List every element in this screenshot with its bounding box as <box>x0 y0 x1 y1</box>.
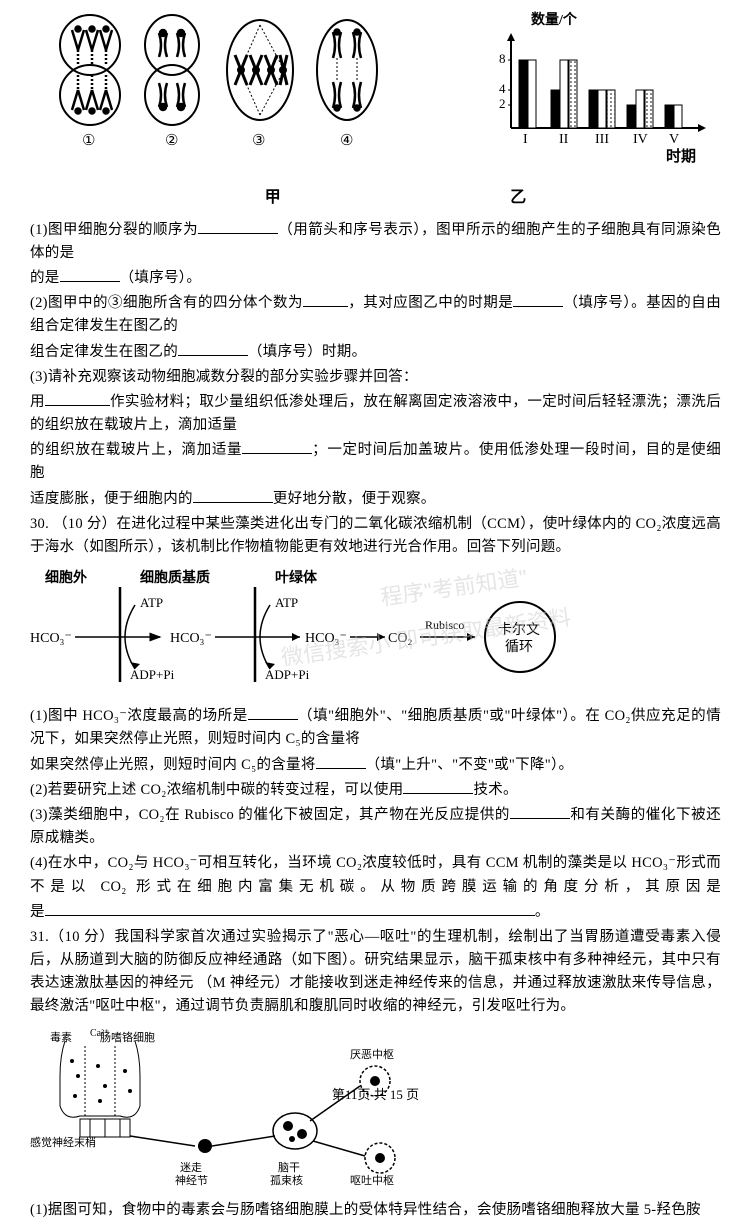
q1-2a: (2)图甲中的③细胞所含有的四分体个数为 <box>30 295 303 311</box>
q30-intro: 30. （10 分）在进化过程中某些藻类进化出专门的二氧化碳浓缩机制（CCM），… <box>30 513 721 559</box>
svg-text:脑干: 脑干 <box>278 1161 300 1174</box>
svg-text:V: V <box>669 132 679 147</box>
svg-text:III: III <box>595 132 609 147</box>
svg-text:Ca²⁺: Ca²⁺ <box>90 1028 109 1039</box>
svg-text:神经节: 神经节 <box>175 1173 208 1186</box>
svg-text:循环: 循环 <box>505 639 533 655</box>
svg-text:ATP: ATP <box>275 595 298 610</box>
ccm-svg: 细胞外 细胞质基质 叶绿体 HCO₃⁻ HCO₃⁻ ATP ADP+Pi HCO… <box>30 567 590 697</box>
q1-3c: ；一定时间后加盖玻片。使用低渗处理一段时间，目的是使细胞 <box>30 442 721 481</box>
q31-1: (1)据图可知，食物中的毒素会与肠嗜铬细胞膜上的受体特异性结合，会使肠嗜铬细胞释… <box>30 1199 721 1222</box>
q1-3a: 用 <box>30 394 45 410</box>
q1-2b: ，其对应图乙中的时期是 <box>348 295 513 311</box>
svg-text:①: ① <box>82 133 95 149</box>
svg-text:HCO₃⁻: HCO₃⁻ <box>305 631 347 646</box>
q31-intro: 31.（10 分）我国科学家首次通过实验揭示了"恶心—呕吐"的生理机制，绘制出了… <box>30 926 721 1019</box>
svg-text:IV: IV <box>633 132 648 147</box>
svg-text:卡尔文: 卡尔文 <box>498 622 540 638</box>
svg-text:Rubisco: Rubisco <box>425 618 464 632</box>
cells-svg: ① ② ③ ④ <box>30 10 410 180</box>
svg-text:厌恶中枢: 厌恶中枢 <box>350 1047 394 1061</box>
svg-text:时期: 时期 <box>666 147 696 163</box>
question-content: (1)图甲细胞分裂的顺序为（用箭头和序号表示），图甲所示的细胞产生的子细胞具有同… <box>30 219 721 1222</box>
svg-text:HCO₃⁻: HCO₃⁻ <box>170 631 212 646</box>
svg-text:II: II <box>559 132 569 147</box>
svg-text:④: ④ <box>340 133 353 149</box>
q1-3b: 作实验材料；取少量组织低渗处理后，放在解离固定液溶液中，一定时间后轻轻漂洗；漂洗… <box>30 394 721 433</box>
q30-4a: (4)在水中，CO₂与 HCO₃⁻可相互转化，当环境 CO₂浓度较低时，具有 C… <box>30 855 721 894</box>
svg-text:HCO₃⁻: HCO₃⁻ <box>30 631 72 646</box>
svg-text:CO₂: CO₂ <box>388 631 412 646</box>
page-footer: 第11页 共 15 页 <box>0 1085 751 1106</box>
svg-text:迷走: 迷走 <box>180 1161 202 1174</box>
q1-3d: 更好地分散，便于观察。 <box>273 491 436 507</box>
q30-1c: （填"上升"、"不变"或"下降"）。 <box>366 757 574 773</box>
svg-text:4: 4 <box>499 81 506 96</box>
bar-chart: 数量/个 8 4 2 <box>461 10 721 180</box>
cell-diagram: ① ② ③ ④ <box>30 10 410 180</box>
svg-text:2: 2 <box>499 96 506 111</box>
svg-text:细胞外: 细胞外 <box>45 569 87 586</box>
q30-1a: (1)图中 HCO₃⁻浓度最高的场所是 <box>30 708 248 724</box>
q1-3: (3)请补充观察该动物细胞减数分裂的部分实验步骤并回答： <box>30 366 721 389</box>
svg-text:细胞质基质: 细胞质基质 <box>140 569 210 586</box>
svg-text:②: ② <box>165 133 178 149</box>
svg-text:毒素: 毒素 <box>50 1031 72 1044</box>
ccm-diagram: 细胞外 细胞质基质 叶绿体 HCO₃⁻ HCO₃⁻ ATP ADP+Pi HCO… <box>30 567 721 697</box>
svg-text:③: ③ <box>252 133 265 149</box>
svg-text:ATP: ATP <box>140 595 163 610</box>
chart-svg: 8 4 2 I II <box>481 28 741 163</box>
svg-text:呕吐中枢: 呕吐中枢 <box>350 1173 394 1186</box>
svg-text:ADP+Pi: ADP+Pi <box>130 667 175 682</box>
label-jia: 甲 <box>265 185 281 211</box>
q30-3a: (3)藻类细胞中，CO₂在 Rubisco 的催化下被固定，其产物在光反应提供的 <box>30 807 510 823</box>
svg-text:ADP+Pi: ADP+Pi <box>265 667 310 682</box>
q30-2b: 技术。 <box>473 782 517 798</box>
label-yi: 乙 <box>510 185 526 211</box>
q30-4b: 。 <box>535 904 550 920</box>
q30-2a: (2)若要研究上述 CO₂浓缩机制中碳的转变过程，可以使用 <box>30 782 403 798</box>
svg-text:孤束核: 孤束核 <box>270 1173 303 1186</box>
svg-text:叶绿体: 叶绿体 <box>275 569 318 586</box>
svg-text:I: I <box>523 132 528 147</box>
svg-text:8: 8 <box>499 51 506 66</box>
q1-2d: （填序号）时期。 <box>248 344 366 360</box>
q1-1c: （填序号）。 <box>120 270 202 286</box>
q1-1a: (1)图甲细胞分裂的顺序为 <box>30 222 198 238</box>
